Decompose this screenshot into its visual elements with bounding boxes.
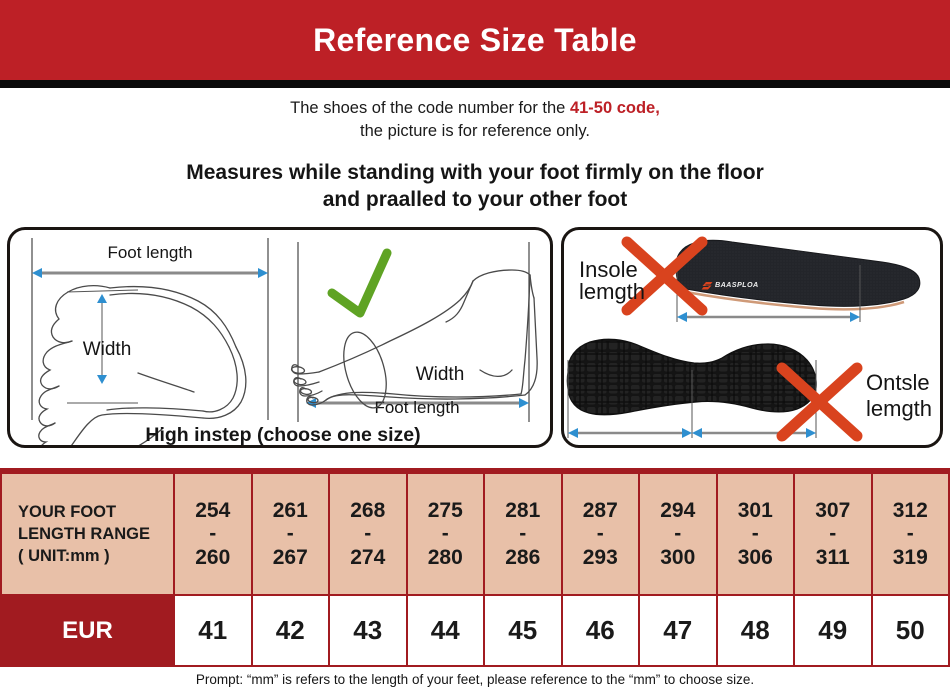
svg-text:lemgth: lemgth xyxy=(866,396,932,421)
svg-text:Width: Width xyxy=(83,339,132,360)
svg-text:lemgth: lemgth xyxy=(579,279,645,304)
svg-text:Foot length: Foot length xyxy=(107,243,192,262)
svg-text:Width: Width xyxy=(416,364,465,385)
svg-text:BAASPLOA: BAASPLOA xyxy=(715,280,759,289)
svg-text:Ontsle: Ontsle xyxy=(866,370,930,395)
svg-text:High instep (choose one size): High instep (choose one size) xyxy=(145,424,420,446)
svg-text:Foot length: Foot length xyxy=(374,398,459,417)
